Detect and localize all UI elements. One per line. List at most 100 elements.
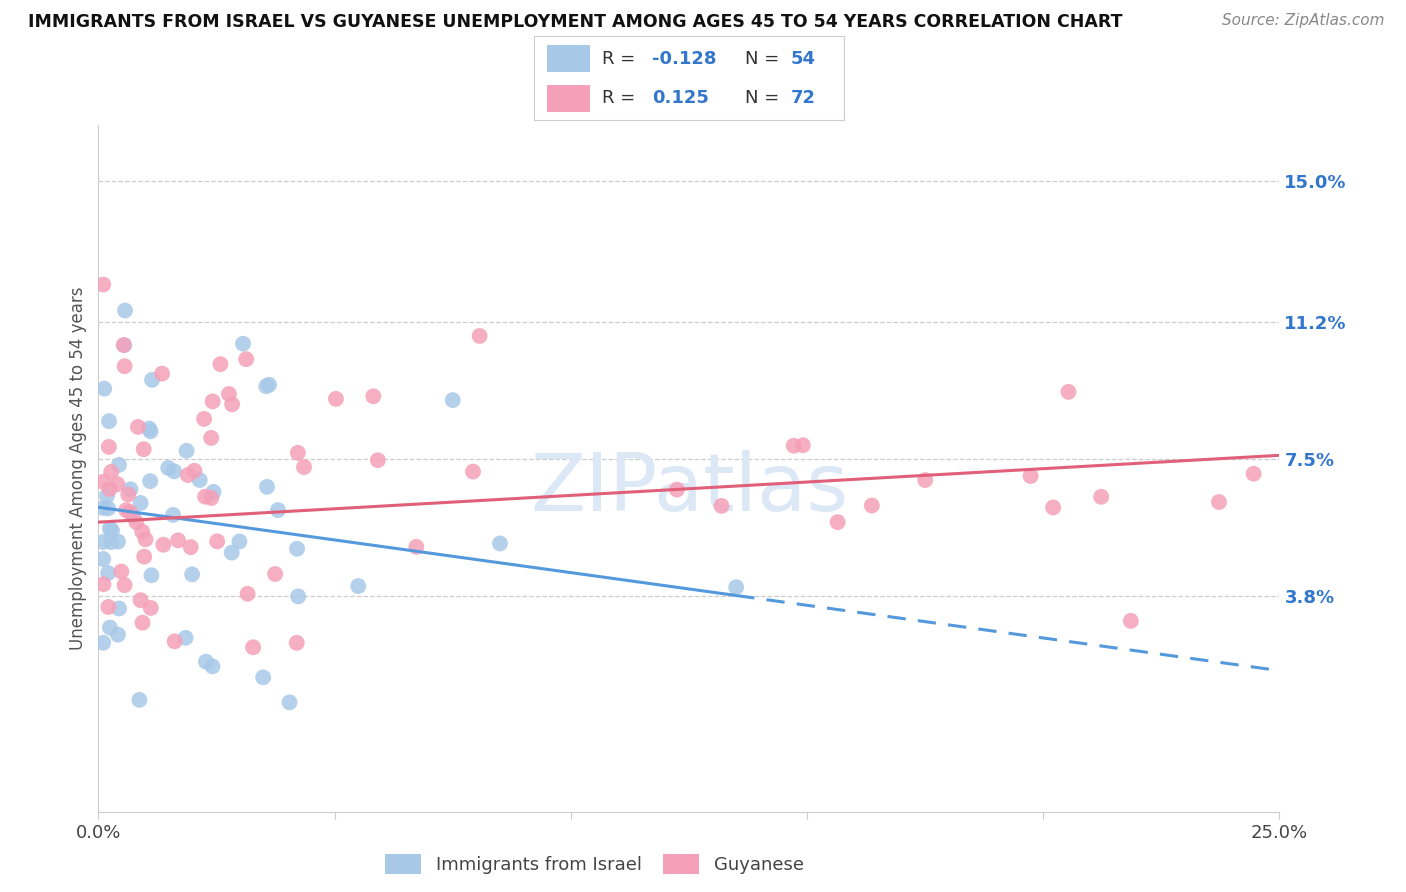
Point xyxy=(201,659,224,673)
Point xyxy=(441,393,464,408)
Point xyxy=(162,508,184,522)
Point xyxy=(725,580,748,594)
Point xyxy=(100,535,122,549)
Point xyxy=(114,359,136,374)
Point xyxy=(235,352,257,367)
Point xyxy=(221,546,243,560)
Point xyxy=(91,501,114,516)
Point xyxy=(131,615,153,630)
Point xyxy=(122,508,145,523)
Point xyxy=(91,535,114,549)
Point xyxy=(91,277,114,292)
Point xyxy=(1243,467,1265,481)
Point xyxy=(257,377,280,392)
Point xyxy=(139,425,162,439)
Point xyxy=(93,577,115,591)
Point xyxy=(112,338,135,352)
Point xyxy=(134,549,156,564)
Text: ZIPatlas: ZIPatlas xyxy=(530,450,848,528)
Point xyxy=(367,453,389,467)
Point xyxy=(181,567,204,582)
Point xyxy=(177,468,200,483)
Point xyxy=(167,533,190,548)
Point xyxy=(1057,384,1080,399)
Point xyxy=(201,394,224,409)
Point xyxy=(461,465,484,479)
Point xyxy=(860,499,883,513)
Point xyxy=(200,431,222,445)
Point xyxy=(91,475,114,489)
Point xyxy=(101,524,124,538)
Point xyxy=(218,387,240,401)
Point xyxy=(188,473,211,487)
Point xyxy=(98,482,121,496)
Point xyxy=(150,367,173,381)
Point xyxy=(91,636,114,650)
Point xyxy=(118,505,141,519)
Point xyxy=(139,474,162,488)
Point xyxy=(157,461,180,475)
Point xyxy=(792,438,814,452)
Point xyxy=(141,568,163,582)
Point xyxy=(97,501,120,516)
Point xyxy=(138,422,160,436)
Point xyxy=(287,590,309,604)
Text: 54: 54 xyxy=(792,50,815,68)
Point xyxy=(202,484,225,499)
Point xyxy=(97,566,120,580)
Point xyxy=(107,477,129,491)
Text: N =: N = xyxy=(745,50,785,68)
Point xyxy=(254,379,277,393)
Point xyxy=(256,480,278,494)
Point xyxy=(108,458,131,472)
Text: 72: 72 xyxy=(792,89,815,107)
Point xyxy=(1119,614,1142,628)
Point xyxy=(232,336,254,351)
Point xyxy=(221,397,243,411)
Point xyxy=(285,541,308,556)
Point xyxy=(163,464,186,478)
Point xyxy=(110,565,132,579)
Point xyxy=(152,538,174,552)
Point xyxy=(131,524,153,539)
Point xyxy=(174,631,197,645)
Point xyxy=(97,599,120,614)
Point xyxy=(363,389,385,403)
Point xyxy=(228,534,250,549)
Point xyxy=(127,420,149,434)
Point xyxy=(468,329,491,343)
Text: Source: ZipAtlas.com: Source: ZipAtlas.com xyxy=(1222,13,1385,29)
Point xyxy=(107,628,129,642)
Point xyxy=(347,579,370,593)
Point xyxy=(209,357,232,371)
Point xyxy=(193,412,215,426)
Point xyxy=(1208,495,1230,509)
Point xyxy=(98,522,121,536)
Text: -0.128: -0.128 xyxy=(652,50,716,68)
Point xyxy=(252,670,274,684)
Point xyxy=(97,440,120,454)
Point xyxy=(107,534,129,549)
Point xyxy=(278,695,301,709)
Point xyxy=(914,473,936,487)
Point xyxy=(194,655,217,669)
Point xyxy=(267,503,290,517)
Point xyxy=(783,439,806,453)
Point xyxy=(292,460,315,475)
Point xyxy=(665,483,688,497)
Point xyxy=(710,499,733,513)
Text: 0.125: 0.125 xyxy=(652,89,709,107)
Point xyxy=(205,534,228,549)
Point xyxy=(139,601,162,615)
Point xyxy=(114,578,136,592)
Point xyxy=(163,634,186,648)
Point xyxy=(1019,469,1042,483)
Point xyxy=(285,636,308,650)
Point xyxy=(129,593,152,607)
Text: R =: R = xyxy=(602,89,647,107)
Point xyxy=(114,303,136,318)
Point xyxy=(287,446,309,460)
Point xyxy=(132,442,155,457)
Point xyxy=(108,601,131,615)
Point xyxy=(98,414,121,428)
